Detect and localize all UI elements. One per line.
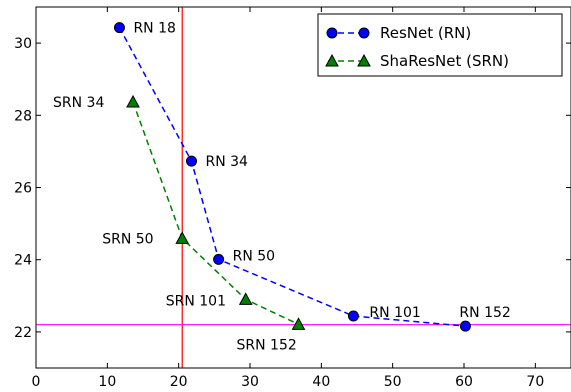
legend: ResNet (RN) ShaResNet (SRN)	[317, 13, 563, 77]
point-label-0-2: RN 50	[233, 248, 275, 264]
x-tick-label-4: 40	[312, 374, 330, 390]
legend-marker-1-0	[325, 53, 339, 67]
marker-triangle-1-2	[238, 292, 253, 305]
series-line-1	[132, 101, 299, 325]
marker-triangle-1-1	[175, 231, 190, 244]
marker-circle-0-2	[213, 253, 225, 265]
y-tick-label-4: 30	[14, 36, 32, 52]
x-tick-label-2: 20	[170, 374, 188, 390]
marker-circle-0-4	[459, 320, 471, 332]
point-label-1-1: SRN 50	[102, 231, 153, 247]
x-tick-label-5: 50	[384, 374, 402, 390]
point-labels: RN 18 RN 34 RN 50 RN 101 RN 152 SRN 34 SRN 50 S…	[53, 21, 511, 354]
marker-circle-0-0	[113, 22, 125, 34]
marker-circle-0-1	[186, 155, 198, 167]
point-label-0-0: RN 18	[133, 21, 175, 37]
point-label-0-3: RN 101	[369, 305, 420, 321]
point-label-1-2: SRN 101	[166, 293, 226, 309]
legend-marker-0-0	[326, 27, 338, 39]
legend-label-0: ResNet (RN)	[380, 24, 471, 42]
legend-marker-1-1	[357, 53, 371, 67]
point-label-1-3: SRN 152	[237, 337, 297, 353]
x-tick-label-6: 60	[455, 374, 473, 390]
point-label-1-0: SRN 34	[53, 95, 104, 111]
point-label-0-4: RN 152	[459, 305, 510, 321]
plot-content	[36, 7, 571, 368]
point-label-0-1: RN 34	[206, 154, 249, 170]
y-tick-label-3: 28	[14, 108, 32, 124]
y-tick-label-2: 26	[14, 181, 32, 197]
x-tick-label-3: 30	[241, 374, 259, 390]
axes: 0 10 20 30 40 50 60 70 22 24 26 28 30	[14, 6, 571, 390]
x-tick-label-7: 70	[526, 374, 544, 390]
x-tick-label-1: 10	[98, 374, 116, 390]
marker-triangle-1-3	[291, 317, 306, 330]
marker-triangle-1-0	[126, 94, 140, 108]
y-tick-label-1: 24	[14, 253, 32, 269]
y-tick-label-0: 22	[14, 325, 32, 341]
marker-circle-0-3	[347, 310, 359, 322]
x-tick-label-0: 0	[32, 374, 41, 390]
legend-label-1: ShaResNet (SRN)	[380, 52, 509, 70]
legend-marker-0-1	[358, 27, 370, 39]
